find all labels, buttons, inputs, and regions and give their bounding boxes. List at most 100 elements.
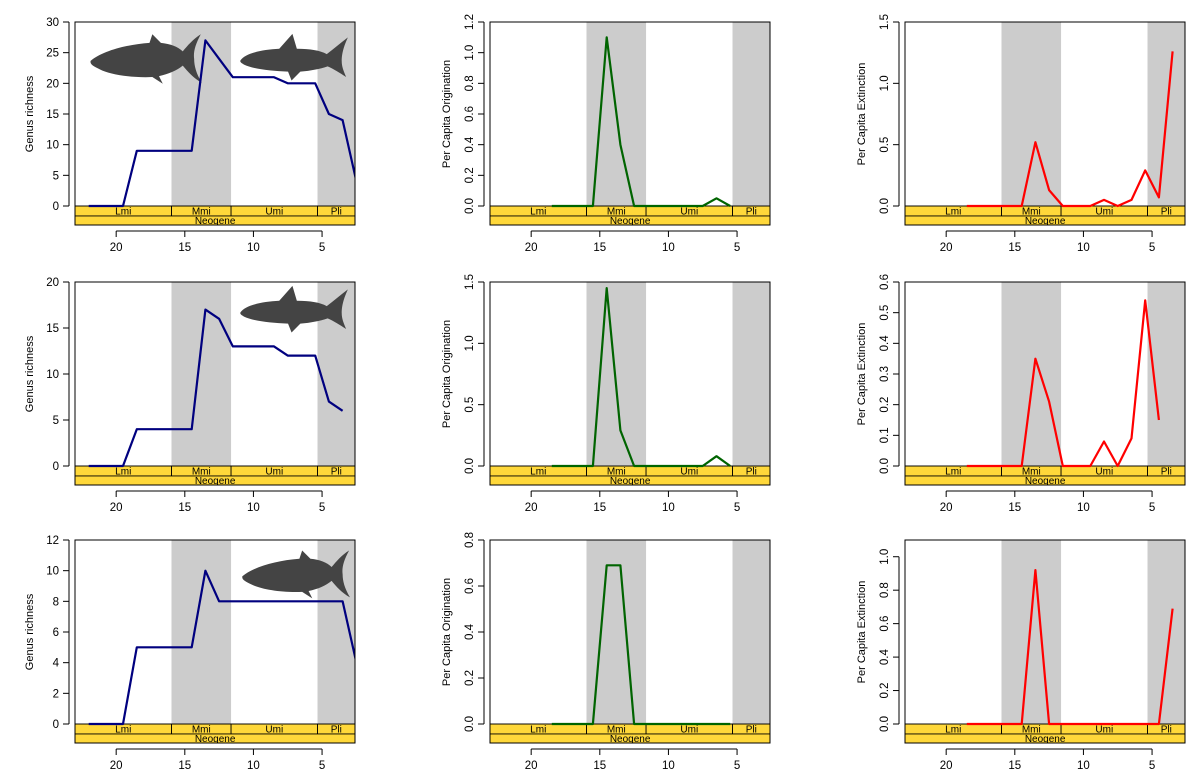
x-tick-label: 20 (940, 242, 953, 254)
tuna-silhouette-icon (242, 550, 350, 599)
x-tick-label: 15 (593, 760, 606, 772)
y-tick-label: 0.4 (464, 136, 476, 153)
shaded-band (171, 540, 232, 724)
series-line (966, 299, 1160, 468)
x-axis: 20 15 10 5 (525, 230, 740, 254)
timescale: Lmi Mmi Umi Pli Neogene Qu (75, 723, 370, 745)
stage-label: Umi (680, 725, 698, 736)
y-axis: 0.0 0.5 1.0 1.5 (464, 274, 485, 474)
y-tick-label: 8 (53, 596, 59, 608)
stage-label: Umi (265, 725, 283, 736)
stage-label: Umi (680, 467, 698, 478)
x-axis: 20 15 10 5 (940, 230, 1155, 254)
stage-label: Mmi (1022, 207, 1041, 218)
stage-label: Lmi (945, 467, 961, 478)
y-tick-label: 1.0 (879, 75, 891, 91)
period-label: Neogene (1025, 476, 1066, 487)
panel-3: Lmi Mmi Umi Pli Neogene Qu 0.0 0.5 1.0 1.5 Per Cap… (856, 14, 1186, 254)
stage-label: Mmi (607, 207, 626, 218)
timescale: Lmi Mmi Umi Pli Neogene Qu (905, 205, 1185, 227)
y-tick-label: 12 (46, 535, 59, 547)
x-axis: 20 15 10 5 (110, 748, 325, 772)
next-period-bar (769, 733, 770, 743)
y-axis: 0.0 0.2 0.4 0.6 0.8 (464, 532, 485, 732)
series-line (966, 51, 1174, 208)
x-tick-label: 10 (1077, 242, 1090, 254)
y-tick-label: 10 (46, 566, 59, 578)
y-tick-label: 0.8 (464, 75, 476, 91)
panel-5: Lmi Mmi Umi Pli Neogene Qu 0.0 0.5 1.0 1.5 Per Cap… (441, 274, 785, 514)
y-tick-label: 0.4 (464, 623, 476, 640)
timescale: Lmi Mmi Umi Pli Neogene Qu (905, 723, 1185, 745)
x-tick-label: 5 (1149, 760, 1155, 772)
series-line (88, 39, 355, 208)
next-period-label: Qu (1187, 476, 1200, 487)
y-tick-label: 1.5 (879, 14, 891, 30)
x-axis: 20 15 10 5 (940, 748, 1155, 772)
period-label: Neogene (195, 734, 236, 745)
next-period-bar (354, 215, 355, 225)
y-axis-label: Per Capita Extinction (856, 323, 868, 426)
y-tick-label: 0.0 (879, 458, 891, 474)
stage-label: Umi (1095, 207, 1113, 218)
y-tick-label: 15 (46, 323, 59, 335)
y-tick-label: 0.6 (464, 578, 476, 594)
next-period-label: Qu (772, 476, 785, 487)
y-axis: 0.0 0.2 0.4 0.6 0.8 1.0 1.2 (464, 14, 485, 214)
y-axis: 0.0 0.5 1.0 1.5 (879, 14, 900, 214)
shark-silhouette-icon (240, 33, 348, 81)
plot-frame (904, 21, 1186, 226)
x-axis: 20 15 10 5 (110, 230, 325, 254)
stage-label: Lmi (530, 725, 546, 736)
y-tick-label: 2 (53, 688, 59, 700)
next-period-bar (354, 475, 355, 485)
y-axis-label: Per Capita Origination (441, 60, 453, 168)
period-bar (905, 733, 1185, 743)
y-tick-label: 1.0 (464, 45, 476, 61)
next-period-label: Qu (357, 734, 370, 745)
y-axis: 0 2 4 6 8 10 12 (46, 535, 70, 731)
stage-label: Pli (331, 467, 342, 478)
timescale: Lmi Mmi Umi Pli Neogene Qu (905, 465, 1200, 487)
stage-label: Umi (680, 207, 698, 218)
x-axis: 20 15 10 5 (940, 490, 1155, 514)
x-tick-label: 10 (1077, 760, 1090, 772)
x-tick-label: 5 (319, 760, 325, 772)
shaded-band (1001, 22, 1062, 206)
y-tick-label: 0.0 (464, 716, 476, 732)
shaded-band (171, 282, 232, 466)
x-tick-label: 15 (178, 760, 191, 772)
series-line (88, 308, 344, 468)
period-label: Neogene (610, 734, 651, 745)
y-tick-label: 20 (46, 78, 59, 90)
x-tick-label: 20 (525, 502, 538, 514)
y-tick-label: 0.8 (464, 532, 476, 548)
period-label: Neogene (1025, 734, 1066, 745)
shaded-band (1001, 540, 1062, 724)
period-bar (490, 733, 770, 743)
x-tick-label: 10 (662, 502, 675, 514)
x-tick-label: 5 (734, 760, 740, 772)
panel-8: Lmi Mmi Umi Pli Neogene Qu 0.0 0.2 0.4 0.6 0.8 Per … (441, 532, 771, 772)
x-tick-label: 5 (734, 502, 740, 514)
y-tick-label: 1.2 (464, 14, 476, 30)
y-tick-label: 0 (53, 461, 59, 473)
y-tick-label: 0.2 (464, 167, 476, 183)
y-tick-label: 0.0 (464, 198, 476, 214)
period-label: Neogene (1025, 216, 1066, 227)
series-line (551, 287, 731, 468)
timescale: Lmi Mmi Umi Pli Neogene Qu (75, 205, 355, 225)
stage-label: Pli (746, 207, 757, 218)
plot-frame (489, 539, 771, 744)
y-tick-label: 0.2 (464, 670, 476, 686)
period-bar (905, 475, 1185, 485)
period-label: Neogene (195, 476, 236, 487)
x-tick-label: 5 (734, 242, 740, 254)
y-tick-label: 0.4 (879, 335, 891, 352)
y-axis-label: Per Capita Extinction (856, 581, 868, 684)
stage-label: Pli (746, 725, 757, 736)
stage-label: Umi (1095, 725, 1113, 736)
y-tick-label: 0.0 (879, 198, 891, 214)
panel-9: Lmi Mmi Umi Pli Neogene Qu 0.0 0.2 0.4 0.6 0.8 1.0 P… (856, 539, 1186, 772)
